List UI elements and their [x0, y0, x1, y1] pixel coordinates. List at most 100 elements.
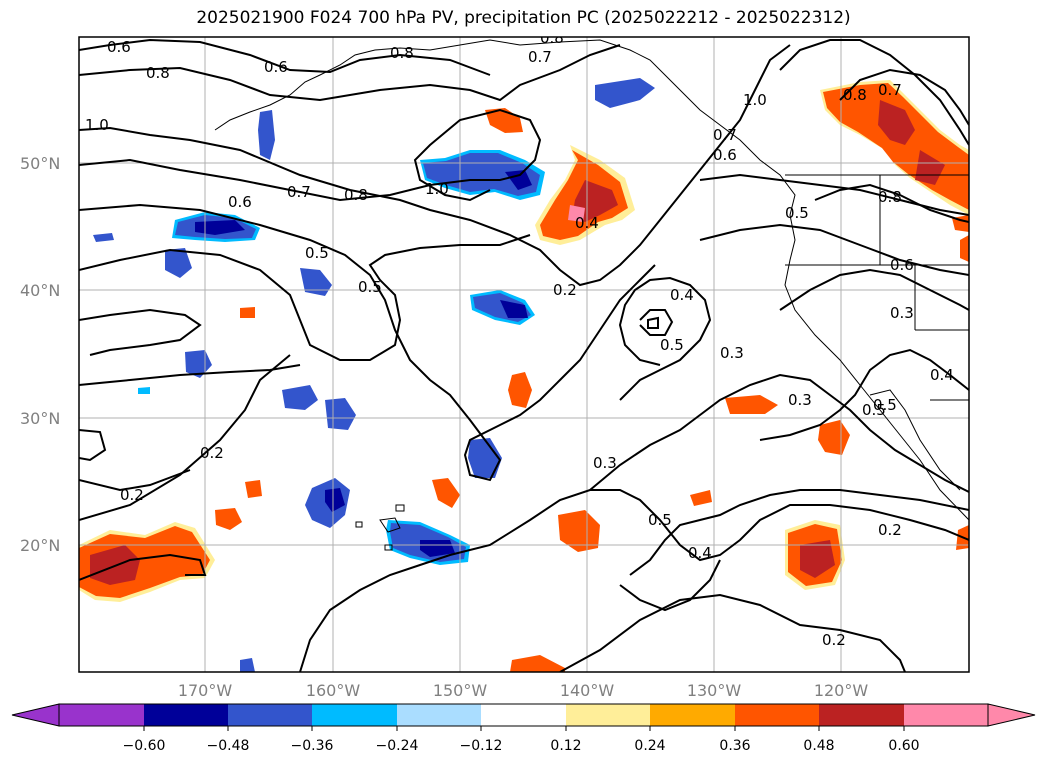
precip-area-n11 — [240, 658, 255, 672]
contour-label: 0.6 — [107, 38, 131, 56]
contour-label: 0.8 — [146, 64, 170, 82]
colorbar-segment — [650, 704, 735, 726]
contour-label: 0.5 — [873, 396, 897, 414]
contour-label: 0.2 — [822, 631, 846, 649]
colorbar-outline — [58, 703, 989, 727]
contour-label: 0.5 — [648, 511, 672, 529]
contour-label: 0.5 — [785, 204, 809, 222]
contour-label: 0.5 — [660, 336, 684, 354]
contour-label: 1.0 — [743, 91, 767, 109]
contour-label: 0.2 — [200, 444, 224, 462]
latitude-labels: 50°N 40°N 30°N 20°N — [20, 154, 60, 555]
colorbar-segment — [904, 704, 988, 726]
contour-label: 0.7 — [878, 81, 902, 99]
colorbar-segment — [397, 704, 481, 726]
contour-label: 0.2 — [878, 521, 902, 539]
lat-label-50n: 50°N — [20, 154, 60, 173]
contour-label: 0.6 — [264, 58, 288, 76]
colorbar-tick-label: −0.60 — [123, 738, 166, 754]
pv-contours — [79, 38, 969, 672]
lon-label-170w: 170°W — [178, 681, 233, 700]
contour-label: 0.7 — [713, 126, 737, 144]
precip-area-12 — [240, 307, 255, 318]
precip-area-n10 — [93, 233, 114, 242]
colorbar-tick-label: −0.36 — [291, 738, 334, 754]
contour-label: 0.6 — [228, 193, 252, 211]
colorbar-segment — [735, 704, 819, 726]
colorbar-segment — [144, 704, 228, 726]
precip-positive-areas — [79, 80, 969, 672]
colorbar-tick-label: −0.12 — [460, 738, 503, 754]
contour-label: 0.4 — [670, 286, 694, 304]
contour-label: 0.4 — [575, 214, 599, 232]
contour-label: 0.5 — [305, 244, 329, 262]
lat-label-30n: 30°N — [20, 409, 60, 428]
map-title: 2025021900 F024 700 hPa PV, precipitatio… — [196, 8, 851, 28]
precip-area-hawaii — [386, 520, 470, 565]
precip-area-central — [470, 290, 535, 325]
precip-area-aleutian — [172, 212, 260, 242]
coastlines — [214, 39, 969, 551]
precip-area-4 — [818, 420, 850, 455]
contour-label: 0.4 — [930, 366, 954, 384]
graticule — [79, 37, 969, 672]
longitude-labels: 170°W 160°W 150°W 140°W 130°W 120°W — [178, 681, 869, 700]
lon-label-140w: 140°W — [560, 681, 615, 700]
lon-label-130w: 130°W — [687, 681, 742, 700]
precip-area-n3 — [165, 248, 192, 278]
colorbar-segment — [481, 704, 566, 726]
contour-label: 0.8 — [344, 186, 368, 204]
contour-labels: 0.6 0.8 0.8 0.7 0.8 1.0 0.6 1.0 0.7 0.8 … — [85, 29, 954, 649]
colorbar-ticks — [143, 726, 905, 731]
precip-area-6 — [558, 510, 600, 552]
contour-label: 0.7 — [287, 183, 311, 201]
precip-area-pnw — [535, 145, 635, 245]
colorbar-extend-low — [11, 703, 60, 727]
colorbar: −0.60 −0.48 −0.36 −0.24 −0.12 0.12 0.24 … — [11, 703, 1036, 754]
contour-label: 0.5 — [862, 401, 886, 419]
colorbar-tick-label: 0.24 — [634, 738, 665, 754]
lat-label-20n: 20°N — [20, 536, 60, 555]
precip-area-canada — [820, 80, 969, 262]
lon-label-120w: 120°W — [814, 681, 869, 700]
precip-area-11 — [245, 480, 262, 498]
colorbar-tick-label: 0.48 — [803, 738, 834, 754]
precip-area-10 — [215, 508, 242, 530]
colorbar-tick-label: 0.12 — [550, 738, 581, 754]
contour-label: 0.6 — [713, 146, 737, 164]
lon-label-150w: 150°W — [433, 681, 488, 700]
contour-label: 1.0 — [85, 116, 109, 134]
lon-label-160w: 160°W — [306, 681, 361, 700]
precip-area-n6 — [282, 385, 318, 410]
colorbar-segment — [312, 704, 397, 726]
contour-label: 0.8 — [878, 188, 902, 206]
colorbar-extend-high — [987, 703, 1036, 727]
precip-area-n2 — [258, 110, 275, 160]
contour-label: 1.0 — [425, 180, 449, 198]
colorbar-segment — [59, 704, 144, 726]
precip-area-2 — [508, 372, 532, 408]
colorbar-segment — [228, 704, 312, 726]
contour-label: 0.2 — [120, 486, 144, 504]
contour-label: 0.3 — [720, 344, 744, 362]
precip-area-3 — [725, 395, 778, 414]
colorbar-segment — [819, 704, 904, 726]
contour-label: 0.7 — [528, 48, 552, 66]
precip-area-n4 — [300, 268, 332, 296]
contour-label: 0.8 — [540, 29, 564, 47]
contour-label: 0.3 — [788, 391, 812, 409]
contour-label: 0.6 — [890, 256, 914, 274]
contour-label: 0.3 — [890, 304, 914, 322]
precip-area-n9 — [468, 438, 502, 478]
colorbar-segment — [566, 704, 650, 726]
precip-area-9 — [690, 490, 712, 506]
map-frame — [78, 36, 970, 673]
contour-label: 0.2 — [553, 281, 577, 299]
precip-area-n12 — [138, 387, 150, 394]
precip-area-5-inner — [800, 540, 835, 578]
colorbar-tick-label: 0.60 — [888, 738, 919, 754]
colorbar-tick-label: −0.48 — [207, 738, 250, 754]
contour-label: 0.8 — [390, 44, 414, 62]
precip-area-n8-core — [325, 488, 345, 512]
precip-area-8 — [510, 655, 565, 672]
